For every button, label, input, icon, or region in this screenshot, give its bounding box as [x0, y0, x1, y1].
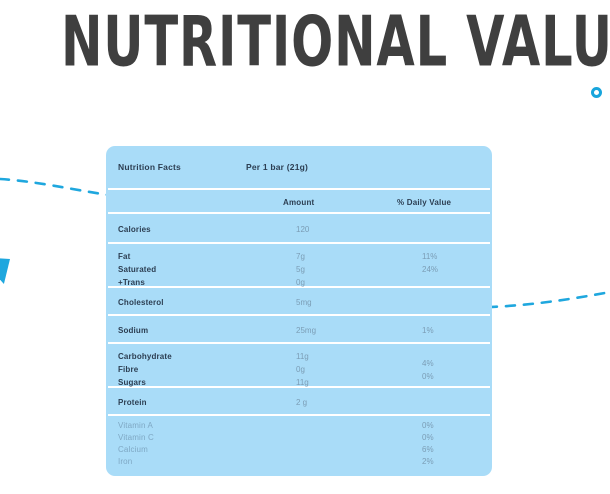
- nutrient-amount: 7g: [296, 252, 305, 261]
- nutrient-daily-value: 11%: [422, 252, 438, 261]
- nutrient-amount: 120: [296, 225, 310, 234]
- nutrient-label: Sugars: [118, 378, 147, 387]
- nutrient-label: +Trans: [118, 278, 145, 287]
- column-header-daily-value: % Daily Value: [397, 198, 452, 207]
- nutrient-amount: 11g: [296, 378, 309, 387]
- nutrient-label: Fat: [118, 252, 131, 261]
- nutrient-amount: 25mg: [296, 326, 317, 335]
- section-protein: Protein 2 g: [106, 388, 492, 414]
- nutrient-label: Calcium: [118, 445, 148, 454]
- divider: [108, 314, 490, 316]
- nutrient-amount: 5g: [296, 265, 305, 274]
- nutrient-label: Sodium: [118, 326, 149, 335]
- nutrition-facts-header: Nutrition Facts Per 1 bar (21g): [106, 146, 492, 188]
- nutrient-amount: 0g: [296, 278, 305, 287]
- section-calories: Calories 120: [106, 214, 492, 242]
- nutrient-label: Protein: [118, 398, 147, 407]
- nutrient-daily-value: 0%: [422, 421, 434, 430]
- nutrient-label: Carbohydrate: [118, 352, 172, 361]
- ring-dot-icon: [591, 87, 602, 98]
- section-carbohydrate: Carbohydrate 11g 4% Fibre 0g 0% Sugars 1…: [106, 344, 492, 387]
- nutrient-amount: 11g: [296, 352, 309, 361]
- nutrient-amount: 2 g: [296, 398, 308, 407]
- dashed-connector-line-left: [0, 177, 110, 197]
- nutrient-label: Saturated: [118, 265, 157, 274]
- nutrient-label: Fibre: [118, 365, 139, 374]
- nutrient-daily-value: 1%: [422, 326, 434, 335]
- nutrient-daily-value: 0%: [422, 433, 434, 442]
- divider: [108, 414, 490, 416]
- divider: [108, 242, 490, 244]
- page-title: NUTRITIONAL VALUES: [61, 0, 610, 83]
- section-fat: Fat 7g 11% Saturated 5g 24% +Trans 0g: [106, 244, 492, 287]
- dashed-connector-line-right: [486, 290, 610, 309]
- nutrition-facts-title: Nutrition Facts: [118, 162, 181, 172]
- divider: [108, 286, 490, 288]
- nutrient-label: Cholesterol: [118, 298, 164, 307]
- nutrient-daily-value: 0%: [422, 372, 434, 381]
- nutrient-label: Vitamin C: [118, 433, 154, 442]
- divider: [108, 386, 490, 388]
- divider: [108, 342, 490, 344]
- nutrient-label: Iron: [118, 457, 133, 466]
- nutrient-daily-value: 2%: [422, 457, 434, 466]
- divider: [108, 188, 490, 190]
- nutrition-facts-panel: Nutrition Facts Per 1 bar (21g) Amount %…: [106, 146, 492, 476]
- nutrient-daily-value: 24%: [422, 265, 439, 274]
- nutrient-amount: 0g: [296, 365, 305, 374]
- serving-size-label: Per 1 bar (21g): [246, 162, 309, 172]
- nutrient-daily-value: 4%: [422, 359, 434, 368]
- column-header-amount: Amount: [283, 198, 315, 207]
- nutrient-amount: 5mg: [296, 298, 312, 307]
- arrow-pennant-icon: [0, 258, 10, 284]
- nutrient-label: Calories: [118, 225, 151, 234]
- nutrient-label: Vitamin A: [118, 421, 153, 430]
- nutrient-daily-value: 6%: [422, 445, 434, 454]
- section-vitamins-minerals: Vitamin A 0% Vitamin C 0% Calcium 6% Iro…: [106, 416, 492, 468]
- column-headers-row: Amount % Daily Value: [106, 190, 492, 212]
- section-sodium: Sodium 25mg 1%: [106, 316, 492, 342]
- section-cholesterol: Cholesterol 5mg: [106, 288, 492, 314]
- divider: [108, 212, 490, 214]
